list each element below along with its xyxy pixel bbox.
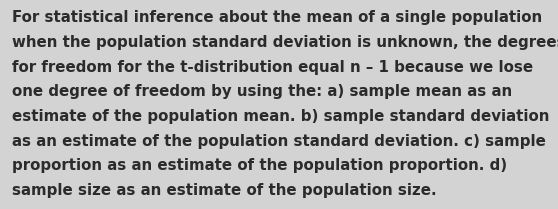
Text: one degree of freedom by using the: a) sample mean as an: one degree of freedom by using the: a) s…	[12, 84, 512, 99]
Text: sample size as an estimate of the population size.: sample size as an estimate of the popula…	[12, 183, 437, 198]
Text: For statistical inference about the mean of a single population: For statistical inference about the mean…	[12, 10, 542, 25]
Text: as an estimate of the population standard deviation. c) sample: as an estimate of the population standar…	[12, 134, 546, 149]
Text: when the population standard deviation is unknown, the degrees: when the population standard deviation i…	[12, 35, 558, 50]
Text: proportion as an estimate of the population proportion. d): proportion as an estimate of the populat…	[12, 158, 507, 173]
Text: estimate of the population mean. b) sample standard deviation: estimate of the population mean. b) samp…	[12, 109, 550, 124]
Text: for freedom for the t-distribution equal n – 1 because we lose: for freedom for the t-distribution equal…	[12, 60, 533, 75]
